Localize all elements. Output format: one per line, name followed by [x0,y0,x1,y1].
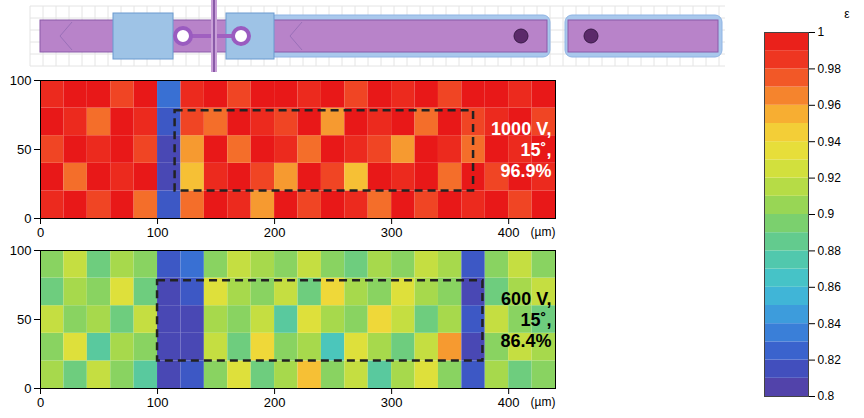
svg-text:0.84: 0.84 [818,317,842,331]
svg-text:600 V,15˚,86.4%: 600 V,15˚,86.4% [500,289,551,350]
svg-text:300: 300 [381,395,403,410]
svg-text:100: 100 [10,243,32,258]
svg-text:0: 0 [24,381,31,396]
svg-text:(µm): (µm) [531,395,556,409]
svg-text:0.92: 0.92 [818,171,842,185]
svg-text:400: 400 [498,395,520,410]
svg-text:0.8: 0.8 [818,389,835,403]
svg-text:300: 300 [381,225,403,240]
svg-text:100: 100 [10,73,32,88]
svg-text:200: 200 [264,395,286,410]
svg-text:400: 400 [498,225,520,240]
svg-text:1000 V,15˚,96.9%: 1000 V,15˚,96.9% [491,119,551,180]
svg-text:100: 100 [147,225,169,240]
svg-text:(µm): (µm) [531,225,556,239]
svg-text:0: 0 [24,211,31,226]
svg-text:ε: ε [844,7,850,21]
svg-text:100: 100 [147,395,169,410]
svg-text:200: 200 [264,225,286,240]
svg-text:0: 0 [37,395,44,410]
svg-text:50: 50 [17,312,31,327]
svg-text:1: 1 [818,25,825,39]
svg-text:0.82: 0.82 [818,353,842,367]
svg-text:0.88: 0.88 [818,244,842,258]
svg-text:0.86: 0.86 [818,280,842,294]
svg-text:0.9: 0.9 [818,207,835,221]
svg-text:50: 50 [17,142,31,157]
svg-text:0.96: 0.96 [818,98,842,112]
svg-text:0: 0 [37,225,44,240]
svg-text:0.94: 0.94 [818,135,842,149]
svg-text:0.98: 0.98 [818,62,842,76]
